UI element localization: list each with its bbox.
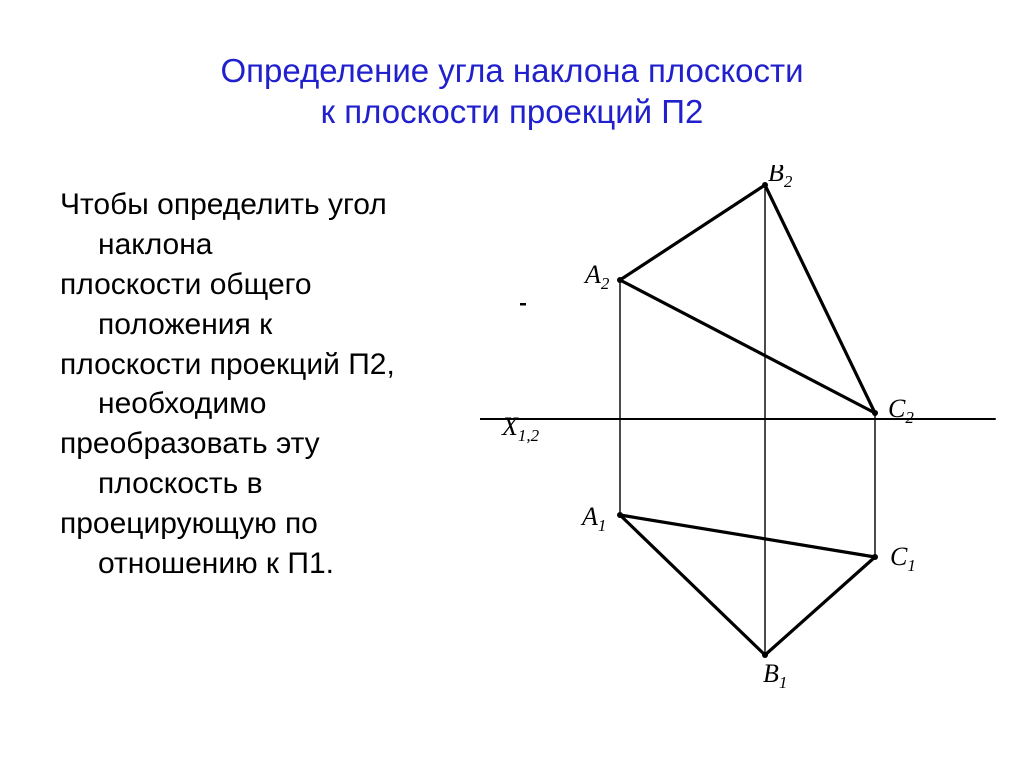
slide-title: Определение угла наклона плоскости к пло… xyxy=(0,50,1024,133)
title-line-1: Определение угла наклона плоскости xyxy=(220,52,803,89)
svg-text:B1: B1 xyxy=(763,659,787,692)
body-line: проецирующую по отношению к П1. xyxy=(60,504,460,584)
svg-text:C1: C1 xyxy=(890,542,916,575)
projection-diagram: X1,2 A2 B2 C2 A1 B1 C1 xyxy=(480,165,1000,695)
title-line-2: к плоскости проекций П2 xyxy=(321,93,704,130)
body-line: Чтобы определить угол наклона xyxy=(60,185,460,265)
svg-text:X1,2: X1,2 xyxy=(501,412,540,445)
svg-text:B2: B2 xyxy=(768,165,793,191)
body-line: плоскости общего положения к xyxy=(60,265,460,345)
body-line: преобразовать эту плоскость в xyxy=(60,424,460,504)
svg-text:A1: A1 xyxy=(580,502,606,535)
body-line: плоскости проекций П2, необходимо xyxy=(60,345,460,425)
svg-text:A2: A2 xyxy=(583,260,610,293)
body-text: Чтобы определить угол наклона плоскости … xyxy=(60,185,460,584)
svg-text:C2: C2 xyxy=(888,394,914,427)
